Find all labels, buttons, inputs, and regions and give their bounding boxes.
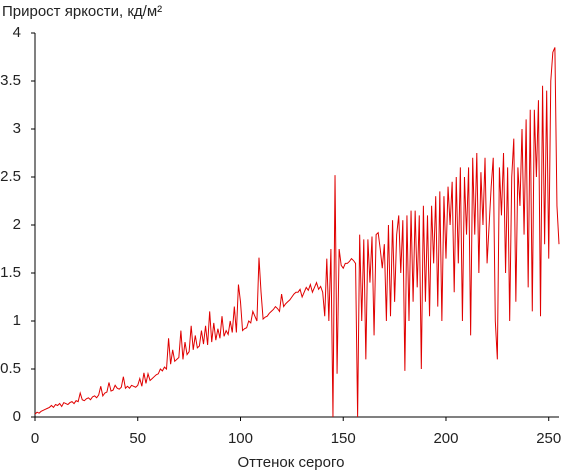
y-axis-title: Прирост яркости, кд/м²: [2, 3, 162, 20]
y-tick-label: 1.5: [0, 264, 21, 281]
x-tick-label: 0: [31, 430, 39, 447]
data-line: [34, 47, 560, 418]
x-tick-label: 50: [129, 430, 146, 447]
x-tick-label: 200: [433, 430, 458, 447]
y-tick-label: 2: [13, 216, 21, 233]
x-tick-label: 150: [331, 430, 356, 447]
y-tick-label: 3: [13, 120, 21, 137]
x-axis-title: Оттенок серого: [238, 454, 345, 471]
y-tick-label: 4: [13, 24, 21, 41]
y-tick-label: 0.5: [0, 360, 21, 377]
y-tick-label: 2.5: [0, 168, 21, 185]
y-tick-label: 1: [13, 312, 21, 329]
x-tick-label: 250: [536, 430, 561, 447]
y-tick-label: 0: [13, 408, 21, 425]
x-tick-label: 100: [228, 430, 253, 447]
y-tick-label: 3.5: [0, 72, 21, 89]
